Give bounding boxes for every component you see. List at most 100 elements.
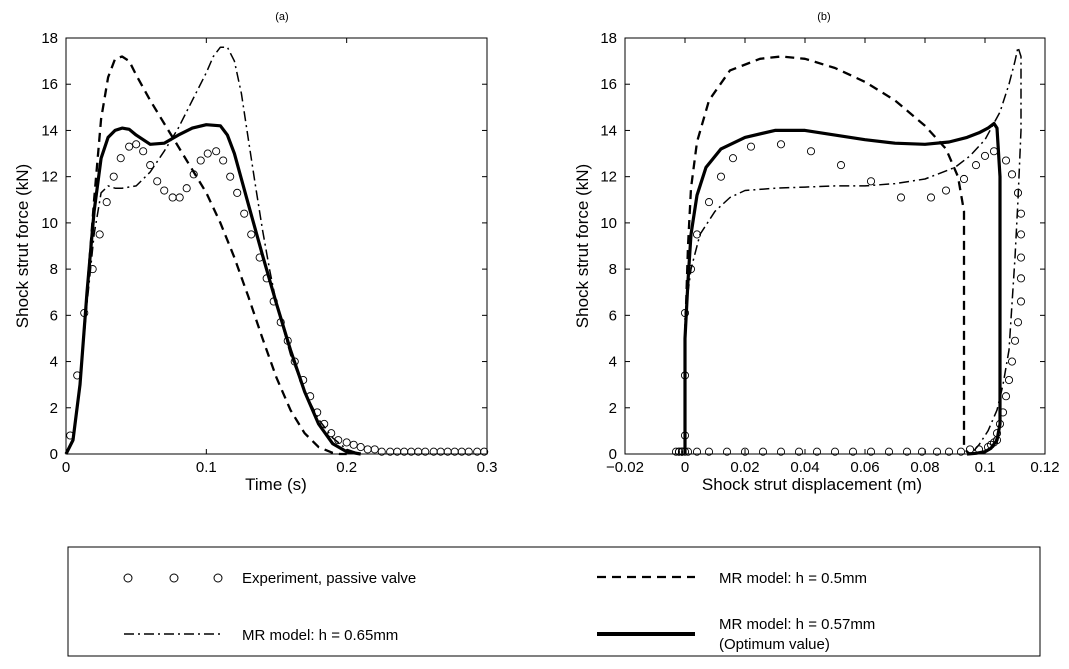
legend-marker-circle bbox=[123, 573, 133, 583]
legend-item-experiment: Experiment, passive valve bbox=[123, 570, 416, 587]
legend-box bbox=[67, 546, 1041, 657]
data-point bbox=[728, 154, 738, 163]
panel-a-axes-box bbox=[65, 37, 488, 455]
panel-a: (a) 0 0.1 0.2 0.3 0 2 4 6 8 10 12 14 16 18 Time (s) S… bbox=[13, 11, 497, 494]
x-tick-label: 0 bbox=[62, 459, 70, 476]
data-point bbox=[464, 447, 473, 456]
panel-b-ylabel: Shock strut force (kN) bbox=[573, 164, 592, 328]
data-point bbox=[722, 447, 732, 456]
legend-label-h057: MR model: h = 0.57mm bbox=[719, 616, 875, 633]
legend-label-h065: MR model: h = 0.65mm bbox=[242, 627, 398, 644]
data-point bbox=[1001, 392, 1011, 401]
data-point bbox=[794, 447, 804, 456]
y-tick-label: 2 bbox=[50, 400, 58, 417]
data-point bbox=[160, 186, 169, 195]
data-point bbox=[941, 186, 951, 195]
y-tick-label: 14 bbox=[41, 122, 58, 139]
data-point bbox=[203, 149, 212, 158]
series-experiment bbox=[671, 140, 1026, 456]
series-line-h057 bbox=[64, 123, 361, 456]
data-point bbox=[674, 447, 684, 456]
data-point bbox=[480, 447, 489, 456]
legend-label-h05: MR model: h = 0.5mm bbox=[719, 570, 867, 587]
data-point bbox=[758, 447, 768, 456]
data-point bbox=[746, 142, 756, 151]
data-point bbox=[866, 177, 876, 186]
data-point bbox=[812, 447, 822, 456]
y-tick-label: 14 bbox=[600, 122, 617, 139]
series-line-h065 bbox=[684, 46, 1022, 455]
data-point bbox=[902, 447, 912, 456]
y-tick-label: 16 bbox=[600, 76, 617, 93]
series-line-h065 bbox=[65, 46, 361, 455]
legend-marker-circle bbox=[213, 573, 223, 583]
x-tick-label: 0.1 bbox=[975, 459, 996, 476]
x-tick-label: −0.02 bbox=[606, 459, 644, 476]
data-point bbox=[1016, 230, 1026, 239]
legend-item-h05: MR model: h = 0.5mm bbox=[597, 570, 867, 587]
data-point bbox=[370, 445, 379, 454]
y-tick-label: 0 bbox=[609, 446, 617, 463]
data-point bbox=[836, 161, 846, 170]
y-tick-label: 0 bbox=[50, 446, 58, 463]
y-tick-label: 4 bbox=[609, 354, 617, 371]
x-tick-label: 0.12 bbox=[1030, 459, 1059, 476]
data-point bbox=[956, 447, 966, 456]
legend-item-h057: MR model: h = 0.57mm (Optimum value) bbox=[597, 616, 875, 653]
data-point bbox=[377, 447, 386, 456]
data-point bbox=[896, 193, 906, 202]
data-point bbox=[704, 198, 714, 207]
data-point bbox=[926, 193, 936, 202]
y-tick-label: 10 bbox=[41, 215, 58, 232]
y-tick-label: 8 bbox=[609, 261, 617, 278]
data-point bbox=[363, 445, 372, 454]
x-tick-label: 0.08 bbox=[910, 459, 939, 476]
panel-b-series bbox=[671, 46, 1026, 456]
y-tick-label: 2 bbox=[609, 400, 617, 417]
y-tick-label: 12 bbox=[600, 169, 617, 186]
data-point bbox=[932, 447, 942, 456]
legend-marker-circle bbox=[169, 573, 179, 583]
data-point bbox=[116, 154, 125, 163]
x-tick-label: 0.3 bbox=[477, 459, 498, 476]
data-point bbox=[212, 147, 221, 156]
x-tick-label: 0.02 bbox=[730, 459, 759, 476]
series-experiment bbox=[66, 140, 489, 456]
data-point bbox=[776, 140, 786, 149]
data-point bbox=[671, 447, 681, 456]
y-tick-label: 16 bbox=[41, 76, 58, 93]
data-point bbox=[1016, 253, 1026, 262]
data-point bbox=[1013, 318, 1023, 327]
data-point bbox=[175, 193, 184, 202]
x-tick-label: 0.06 bbox=[850, 459, 879, 476]
panel-a-xlabel: Time (s) bbox=[245, 475, 307, 494]
data-point bbox=[1016, 274, 1026, 283]
data-point bbox=[342, 438, 351, 447]
data-point bbox=[356, 443, 365, 452]
data-point bbox=[884, 447, 894, 456]
panel-b-xlabel: Shock strut displacement (m) bbox=[702, 475, 922, 494]
data-point bbox=[95, 230, 104, 239]
data-point bbox=[740, 447, 750, 456]
panel-b: (b) −0.02 0 0.02 0.04 0.06 0.08 0.1 0.120246810… bbox=[573, 11, 1060, 494]
data-point bbox=[349, 440, 358, 449]
data-point bbox=[917, 447, 927, 456]
panel-b-ticks: −0.02 0 0.02 0.04 0.06 0.08 0.1 0.1202468101214… bbox=[600, 30, 1059, 476]
y-tick-label: 6 bbox=[609, 307, 617, 324]
data-point bbox=[182, 184, 191, 193]
data-point bbox=[944, 447, 954, 456]
data-point bbox=[139, 147, 148, 156]
panel-a-title: (a) bbox=[275, 11, 288, 23]
data-point bbox=[421, 447, 430, 456]
data-point bbox=[716, 172, 726, 181]
data-point bbox=[971, 161, 981, 170]
panel-a-ylabel: Shock strut force (kN) bbox=[13, 164, 32, 328]
data-point bbox=[692, 447, 702, 456]
y-tick-label: 6 bbox=[50, 307, 58, 324]
data-point bbox=[1001, 156, 1011, 165]
data-point bbox=[240, 209, 249, 218]
x-tick-label: 0.1 bbox=[196, 459, 217, 476]
x-tick-label: 0.04 bbox=[790, 459, 819, 476]
y-tick-label: 10 bbox=[600, 215, 617, 232]
